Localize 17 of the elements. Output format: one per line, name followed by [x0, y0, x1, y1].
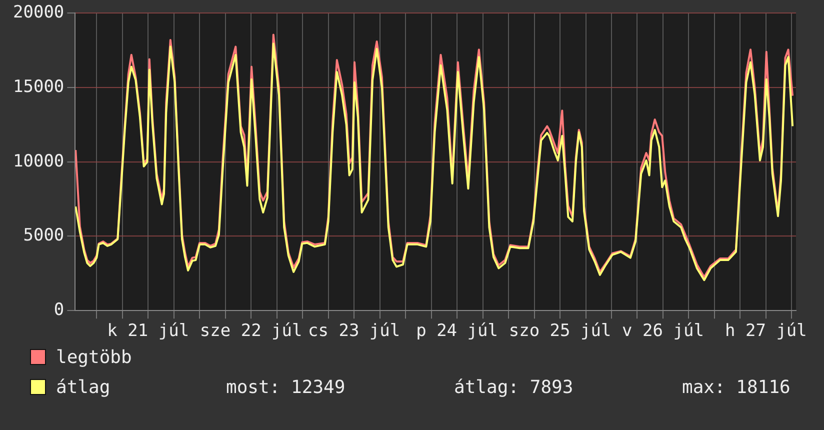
x-tick-label: v 26 júl [622, 321, 704, 342]
text: átlag: 7893 [454, 376, 574, 398]
x-tick-label: cs 23 júl [308, 321, 400, 342]
y-tick-label: 0 [54, 300, 64, 320]
text: most: 12349 [226, 376, 346, 398]
x-tick-label: k 21 júl [107, 321, 190, 342]
text: max: 18116 [682, 376, 790, 398]
y-tick-label: 15000 [12, 76, 64, 97]
x-tick-label: p 24 júl [416, 321, 498, 342]
x-tick-label: szo 25 júl [508, 321, 612, 342]
legend-label: átlag [56, 376, 112, 398]
y-tick-label: 20000 [12, 2, 64, 23]
y-tick-label: 5000 [23, 226, 64, 246]
y-tick-label: 10000 [12, 151, 64, 172]
x-tick-label: h 27 júl [725, 321, 807, 342]
legend-label: legtöbb [56, 346, 133, 368]
x-tick-label: sze 22 júl [200, 321, 302, 342]
